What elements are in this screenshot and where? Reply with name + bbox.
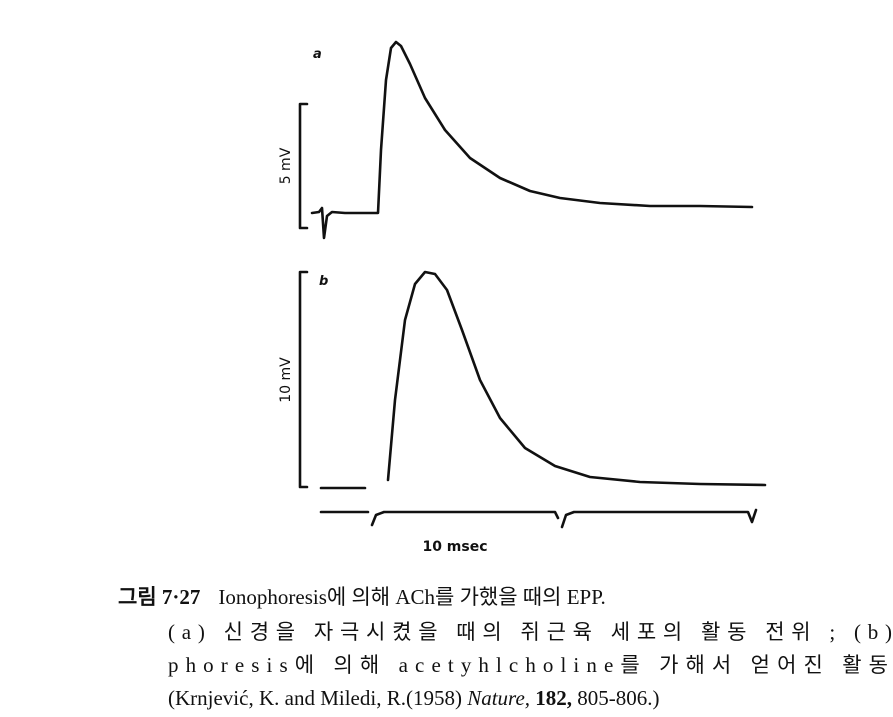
caption-line: phoresis에 의해 acetyhlcholine를 가해서 얻어진 활동 bbox=[168, 653, 888, 677]
panel-a: 5 mV a bbox=[278, 40, 754, 240]
time-scale-label: 10 msec bbox=[422, 539, 487, 555]
trace bbox=[386, 270, 767, 487]
caption: 그림 7·27 Ionophoresis에 의해 ACh를 가했을 때의 EPP.… bbox=[118, 585, 892, 710]
caption-first-line: 그림 7·27 Ionophoresis에 의해 ACh를 가했을 때의 EPP. bbox=[118, 585, 606, 609]
citation: (Krnjević, K. and Miledi, R.(1958) Natur… bbox=[168, 686, 660, 710]
caption-title: Ionophoresis에 의해 ACh를 가했을 때의 EPP. bbox=[218, 585, 605, 609]
scale-bar bbox=[298, 270, 309, 489]
citation-volume: 182, bbox=[535, 686, 572, 710]
citation-authors: (Krnjević, K. and Miledi, R.(1958) bbox=[168, 686, 462, 710]
trace bbox=[310, 40, 754, 240]
scale-label: 10 mV bbox=[278, 357, 294, 403]
citation-journal: Nature, bbox=[466, 686, 530, 710]
scale-label: 5 mV bbox=[278, 147, 294, 184]
caption-line: (a) 신경을 자극시켰을 때의 쥐근육 세포의 활동 전위 ; (b) bbox=[168, 620, 892, 644]
panel-b: 10 mV b 10 msec bbox=[278, 270, 767, 555]
figure-number: 그림 7·27 bbox=[118, 585, 200, 609]
panel-label: a bbox=[313, 47, 322, 62]
citation-pages: 805-806.) bbox=[577, 686, 659, 710]
time-marker bbox=[319, 508, 758, 529]
panel-label: b bbox=[319, 274, 328, 289]
scale-bar bbox=[298, 102, 309, 230]
